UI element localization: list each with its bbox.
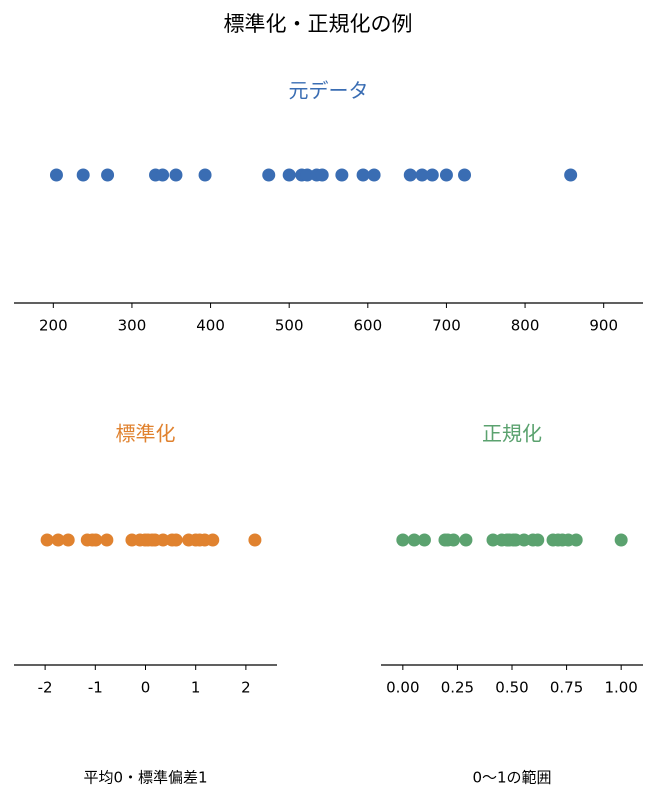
point [101, 168, 115, 182]
point [262, 168, 276, 182]
point [51, 533, 65, 547]
x-tick-label: 200 [39, 317, 68, 335]
point [569, 533, 583, 547]
x-tick-label: 1 [191, 679, 201, 697]
x-tick-label: -1 [88, 679, 103, 697]
panel-title: 元データ [289, 79, 369, 103]
x-tick-label: 0.50 [495, 679, 528, 697]
point [439, 168, 453, 182]
point [417, 533, 431, 547]
point [282, 168, 296, 182]
point [61, 533, 75, 547]
x-tick-label: 0 [141, 679, 151, 697]
x-tick-label: 1.00 [604, 679, 637, 697]
x-axis-label: 0〜1の範囲 [472, 769, 551, 787]
point [315, 168, 329, 182]
point [40, 533, 54, 547]
panel-title: 標準化 [116, 422, 176, 446]
x-tick-label: -2 [38, 679, 53, 697]
point [403, 168, 417, 182]
point [614, 533, 628, 547]
point [89, 533, 103, 547]
point [198, 168, 212, 182]
point [76, 168, 90, 182]
point [407, 533, 421, 547]
point [169, 533, 183, 547]
point [459, 533, 473, 547]
point [156, 533, 170, 547]
x-tick-label: 2 [241, 679, 251, 697]
x-tick-label: 0.00 [386, 679, 419, 697]
x-tick-label: 400 [196, 317, 225, 335]
point [425, 168, 439, 182]
point [415, 168, 429, 182]
point [49, 168, 63, 182]
x-tick-label: 800 [511, 317, 540, 335]
point [517, 533, 531, 547]
point [367, 168, 381, 182]
x-tick-label: 500 [275, 317, 304, 335]
point [356, 168, 370, 182]
x-tick-label: 700 [432, 317, 461, 335]
point [458, 168, 472, 182]
point [169, 168, 183, 182]
point [156, 168, 170, 182]
x-tick-label: 300 [118, 317, 147, 335]
x-tick-label: 0.75 [550, 679, 583, 697]
x-tick-label: 0.25 [441, 679, 474, 697]
x-tick-label: 900 [589, 317, 618, 335]
point [300, 168, 314, 182]
point [564, 168, 578, 182]
point [206, 533, 220, 547]
x-tick-label: 600 [353, 317, 382, 335]
point [100, 533, 114, 547]
x-axis-label: 平均0・標準偏差1 [83, 769, 207, 787]
panel-title: 正規化 [482, 422, 542, 446]
figure-title: 標準化・正規化の例 [224, 12, 413, 36]
point [531, 533, 545, 547]
point [446, 533, 460, 547]
point [396, 533, 410, 547]
point [248, 533, 262, 547]
point [335, 168, 349, 182]
